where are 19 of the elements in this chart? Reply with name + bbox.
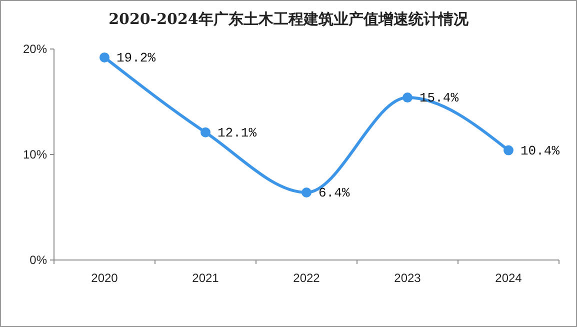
x-tick-label: 2020 bbox=[91, 271, 118, 285]
point bbox=[402, 92, 412, 103]
chart-title: 2020-2024年广东土木工程建筑业产值增速统计情况 bbox=[108, 10, 470, 28]
point bbox=[200, 127, 210, 138]
x-tick-label: 2023 bbox=[394, 271, 422, 285]
y-tick-label: 10% bbox=[22, 148, 48, 162]
x-tick-label: 2022 bbox=[293, 271, 320, 285]
y-tick-label: 0% bbox=[30, 253, 48, 267]
data-label: 15.4% bbox=[420, 90, 459, 106]
x-tick-label: 2024 bbox=[495, 271, 522, 285]
y-tick-label: 20% bbox=[22, 42, 48, 56]
data-label: 19.2% bbox=[116, 50, 156, 66]
point bbox=[302, 187, 312, 198]
point bbox=[100, 52, 110, 62]
data-label: 12.1% bbox=[218, 125, 257, 140]
point bbox=[504, 145, 514, 156]
x-tick-label: 2021 bbox=[192, 271, 220, 285]
data-label: 6.4% bbox=[318, 185, 350, 200]
data-label: 10.4% bbox=[520, 143, 560, 158]
